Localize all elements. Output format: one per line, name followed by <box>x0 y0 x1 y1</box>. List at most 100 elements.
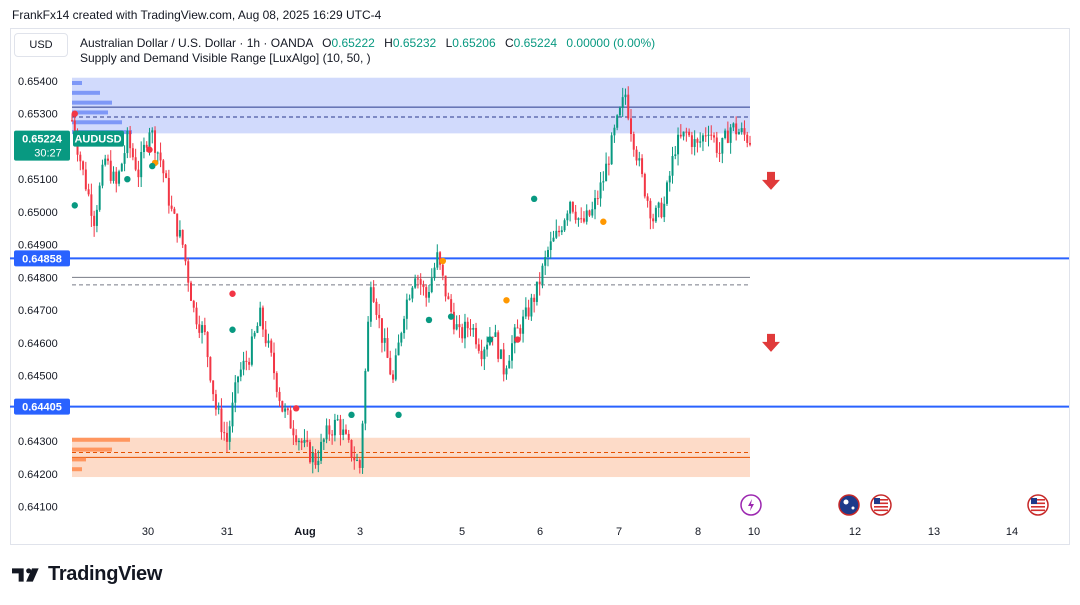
candle-body <box>178 229 181 237</box>
candle-body <box>480 350 483 360</box>
x-tick-label: 30 <box>142 526 154 538</box>
candle-body <box>469 328 472 330</box>
current-price-box <box>14 130 70 161</box>
candle-body <box>713 135 716 138</box>
candle-body <box>416 278 419 280</box>
candle-body <box>726 130 729 143</box>
candle-body <box>475 327 478 345</box>
candle-body <box>649 200 652 219</box>
candle-body <box>386 338 389 358</box>
candle-body <box>522 316 525 334</box>
candle-body <box>704 135 707 137</box>
candle-body <box>339 419 342 435</box>
supply-volume-bar <box>72 90 100 95</box>
flag-stripe <box>1031 506 1045 508</box>
currency-button[interactable]: USD <box>14 33 68 57</box>
flag-stripe <box>1031 509 1045 512</box>
candle-body <box>397 342 400 356</box>
flag-stripe <box>874 509 888 512</box>
candle-body <box>660 202 663 218</box>
candle-body <box>134 157 137 170</box>
supply-volume-bar <box>72 110 108 115</box>
candle-body <box>281 400 284 412</box>
low-label: L <box>445 36 453 50</box>
x-axis: 30 31 Aug 3 5 6 7 8 10 12 13 14 <box>142 526 1018 538</box>
flag-detail <box>851 506 855 510</box>
flag-canton <box>874 498 880 504</box>
tradingview-brand[interactable]: TradingView <box>12 563 162 586</box>
y-tick-label: 0.65400 <box>18 76 58 88</box>
candle-body <box>511 343 514 361</box>
y-tick-label: 0.64100 <box>18 502 58 514</box>
lightning-bolt <box>748 499 754 511</box>
candle-body <box>145 144 148 148</box>
candle-body <box>367 321 370 371</box>
candle-body <box>527 307 530 317</box>
close-label: C <box>505 36 514 50</box>
candle-body <box>450 299 453 312</box>
candle-body <box>237 376 240 383</box>
signal-dot-orange <box>503 297 510 304</box>
candle-body <box>721 137 724 154</box>
candle-body <box>380 318 383 343</box>
current-price-label: 0.65224 <box>22 134 63 146</box>
candle-body <box>253 332 256 337</box>
candle-body <box>524 307 527 317</box>
candle-body <box>693 139 696 147</box>
candle-body <box>737 131 740 135</box>
australia-flag-icon <box>838 494 860 516</box>
candle-body <box>400 333 403 343</box>
tradingview-logo-icon <box>12 567 39 582</box>
level-price-label: 0.64858 <box>22 253 62 265</box>
candle-body <box>491 336 494 338</box>
candle-body <box>142 144 145 152</box>
candle-body <box>530 297 533 317</box>
candle-body <box>176 213 179 237</box>
candle-body <box>616 115 619 128</box>
signal-dot-red <box>514 336 521 343</box>
y-tick-label: 0.64300 <box>18 436 58 448</box>
candle-body <box>519 328 522 334</box>
candle-body <box>347 433 350 440</box>
symbol-title[interactable]: Australian Dollar / U.S. Dollar · 1h · O… <box>80 36 313 50</box>
flag-stripe <box>874 506 888 508</box>
candle-body <box>419 279 422 285</box>
candle-body <box>159 152 162 161</box>
candle-body <box>228 426 231 442</box>
candle-body <box>599 182 602 199</box>
candle-body <box>463 321 466 339</box>
level-price-box <box>14 250 70 267</box>
candle-body <box>483 349 486 360</box>
candle-body <box>452 311 455 330</box>
candle-body <box>214 394 217 410</box>
candle-body <box>677 134 680 155</box>
candle-body <box>392 374 395 380</box>
candle-body <box>546 249 549 258</box>
candle-body <box>71 120 73 122</box>
flag-canton <box>1031 498 1037 504</box>
candle-body <box>461 327 464 339</box>
candle-body <box>245 360 248 362</box>
candle-body <box>679 134 682 137</box>
demand-volume-bar <box>72 457 86 462</box>
candle-body <box>549 241 552 250</box>
candle-body <box>624 94 627 98</box>
candle-body <box>724 130 727 138</box>
indicator-label[interactable]: Supply and Demand Visible Range [LuxAlgo… <box>80 51 371 65</box>
candle-body <box>591 209 594 216</box>
symbol-legend: Australian Dollar / U.S. Dollar · 1h · O… <box>80 35 655 51</box>
candle-body <box>408 298 411 300</box>
candle-body <box>278 391 281 401</box>
candle-body <box>414 278 417 288</box>
signal-dot-teal <box>486 336 494 343</box>
candle-body <box>209 357 212 381</box>
candle-body <box>458 324 461 328</box>
x-tick-label: 13 <box>928 526 940 538</box>
candle-body <box>643 174 646 197</box>
candle-body <box>477 344 480 351</box>
candle-body <box>627 94 630 119</box>
candle-body <box>101 164 104 186</box>
x-tick-label: 12 <box>849 526 861 538</box>
candle-body <box>690 135 693 147</box>
